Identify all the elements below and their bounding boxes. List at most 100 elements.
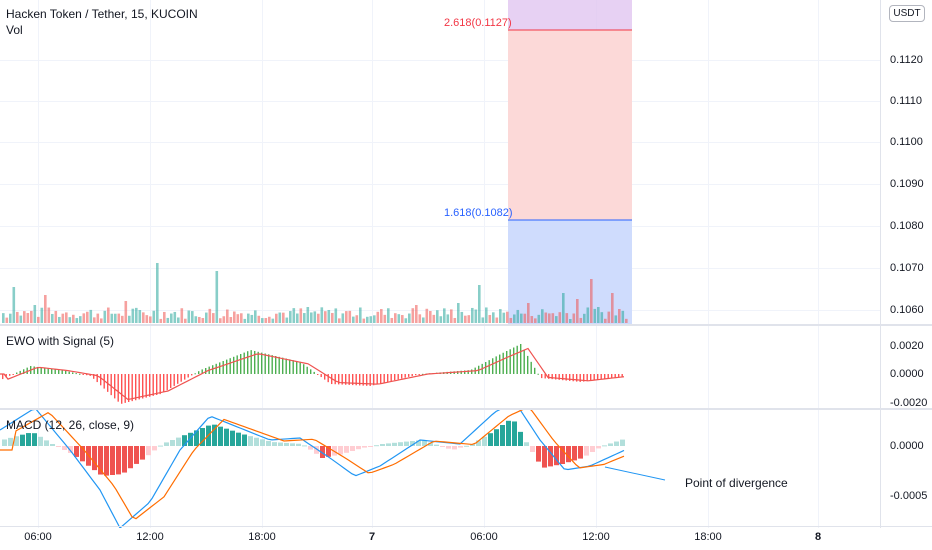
ewo-title[interactable]: EWO with Signal (5) [6, 334, 115, 348]
volume-label[interactable]: Vol [6, 23, 23, 37]
volume-bar [163, 311, 166, 323]
volume-bar [324, 311, 327, 323]
volume-bar [432, 314, 436, 323]
volume-bar [187, 310, 191, 323]
macd-histogram-bar [32, 433, 37, 446]
macd-histogram-bar [398, 442, 403, 446]
volume-bar [334, 308, 338, 323]
ewo-bar [44, 367, 46, 374]
macd-histogram-bar [260, 439, 265, 446]
volume-bar [625, 318, 628, 323]
macd-histogram-bar [68, 446, 73, 453]
macd-histogram-bar [350, 446, 355, 451]
volume-bar [124, 301, 128, 323]
ewo-bar [5, 374, 7, 378]
price-tick: 0.1120 [890, 54, 923, 66]
volume-bar [12, 287, 16, 323]
ewo-bar [166, 374, 168, 391]
macd-signal-line [0, 410, 625, 520]
volume-bar [492, 312, 495, 323]
volume-bar [586, 307, 590, 323]
volume-bar [572, 313, 576, 323]
macd-tick: -0.0005 [890, 490, 928, 502]
ewo-bar [569, 374, 571, 381]
volume-bar [275, 313, 278, 323]
ewo-bar [590, 374, 592, 381]
time-axis[interactable] [0, 528, 880, 550]
price-tick: 0.1070 [890, 262, 924, 274]
ewo-bar [495, 356, 497, 374]
volume-bar [369, 316, 373, 323]
ewo-bar [373, 374, 375, 386]
macd-histogram-bar [80, 446, 85, 462]
divergence-annotation[interactable]: Point of divergence [685, 476, 788, 490]
ewo-bar [33, 366, 35, 374]
volume-bar [618, 309, 621, 323]
macd-histogram-bar [410, 441, 415, 446]
macd-histogram-bar [560, 446, 565, 464]
ewo-bar [96, 374, 98, 383]
price-scale[interactable] [880, 0, 932, 528]
ewo-bar [614, 374, 616, 378]
macd-histogram-bar [110, 446, 115, 475]
volume-bar [271, 318, 275, 323]
ewo-bar [362, 374, 364, 386]
macd-histogram-bar [338, 446, 343, 455]
volume-bar [558, 312, 562, 323]
ewo-bar [572, 374, 574, 382]
ewo-bar [170, 374, 172, 388]
volume-bar [250, 314, 254, 323]
price-pane[interactable]: Hacken Token / Tether, 15, KUCOIN Vol 2.… [0, 0, 880, 324]
ewo-bar [226, 359, 228, 374]
volume-bar [516, 309, 520, 323]
macd-histogram-bar [44, 440, 49, 446]
volume-bar [194, 316, 198, 323]
volume-bar [397, 314, 401, 323]
macd-histogram-bar [164, 442, 169, 446]
ewo-bar [142, 374, 144, 399]
ewo-bar [355, 374, 357, 386]
volume-bar [177, 317, 180, 323]
volume-bar [30, 310, 33, 323]
volume-bar [65, 312, 68, 323]
volume-bar [47, 307, 51, 323]
volume-bar [352, 316, 355, 323]
volume-bar [621, 310, 625, 323]
macd-title[interactable]: MACD (12, 26, close, 9) [6, 418, 135, 432]
ewo-bar [47, 368, 49, 374]
ewo-bar [72, 372, 74, 374]
volume-bar [411, 308, 415, 323]
volume-bar [44, 295, 47, 323]
volume-bar [488, 314, 492, 323]
macd-histogram-bar [62, 446, 67, 450]
volume-bar [418, 314, 422, 323]
macd-histogram-bar [212, 424, 217, 446]
macd-histogram-bar [158, 445, 163, 447]
ewo-bar [618, 374, 620, 377]
ewo-bar [173, 374, 175, 386]
macd-histogram-bar [596, 446, 601, 449]
macd-histogram-bar [530, 446, 535, 452]
volume-bar [317, 313, 320, 323]
ewo-bar [460, 370, 462, 374]
macd-histogram-bar [614, 441, 619, 446]
volume-bar [19, 315, 23, 323]
ewo-bar [499, 354, 501, 374]
volume-bar [390, 317, 394, 323]
macd-histogram-bar [488, 433, 493, 446]
ewo-bar [187, 374, 189, 378]
volume-bar [215, 271, 219, 323]
macd-pane[interactable]: MACD (12, 26, close, 9) Point of diverge… [0, 410, 880, 528]
ewo-bar [303, 364, 305, 374]
volume-bar [373, 315, 376, 323]
currency-button[interactable]: USDT [889, 5, 925, 22]
macd-histogram-bar [362, 446, 367, 448]
symbol-title[interactable]: Hacken Token / Tether, 15, KUCOIN [6, 7, 198, 21]
ewo-bar [117, 374, 119, 402]
volume-bar [453, 317, 457, 323]
macd-histogram-bar [122, 446, 127, 473]
volume-bar [226, 309, 229, 323]
macd-histogram-bar [482, 436, 487, 446]
ewo-bar [359, 374, 361, 386]
ewo-pane[interactable]: EWO with Signal (5) [0, 326, 880, 408]
